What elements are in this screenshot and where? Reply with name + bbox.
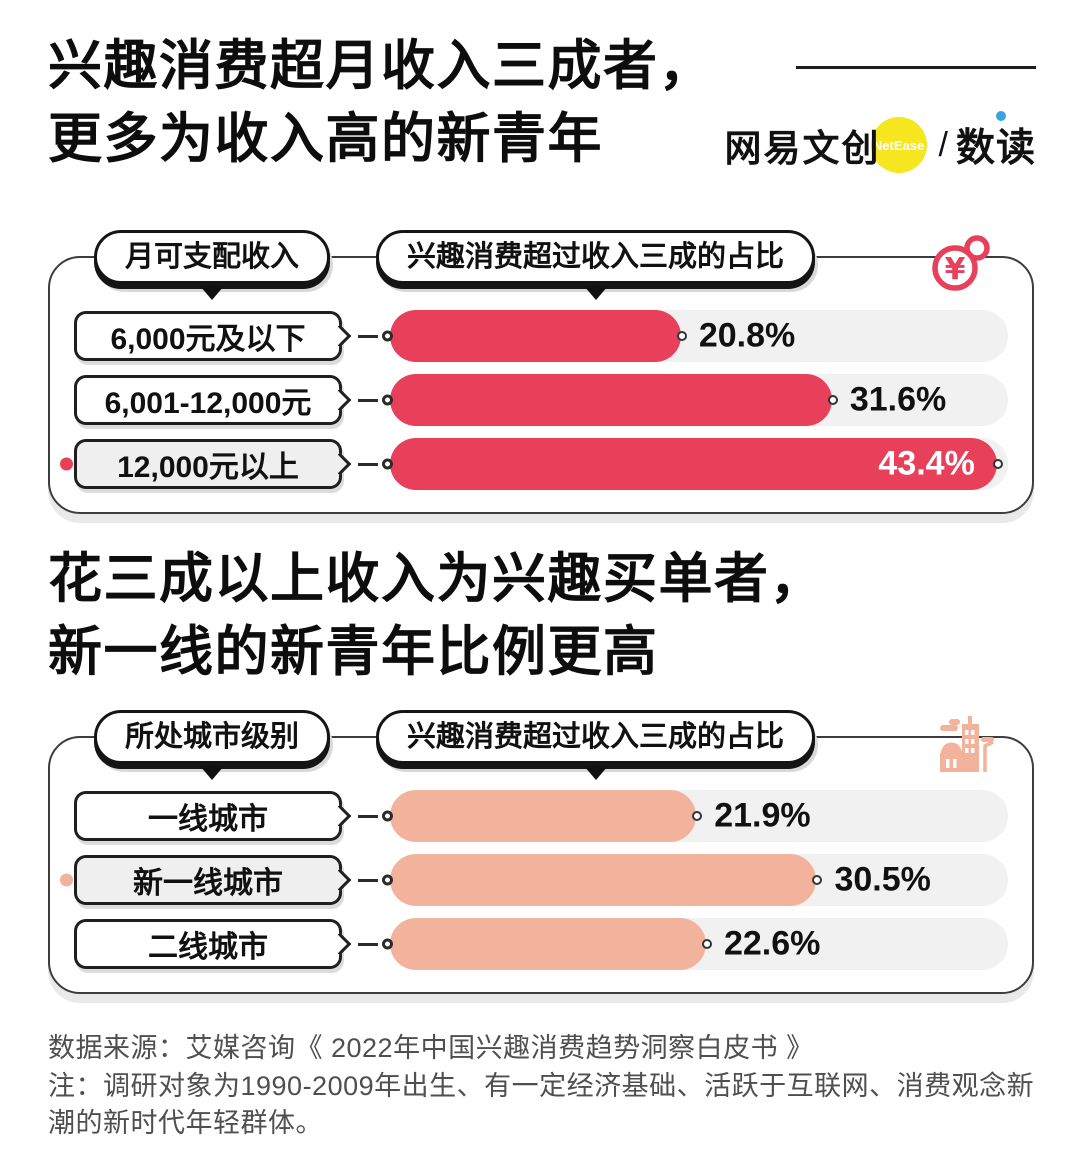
brand-product: 数读	[955, 111, 1036, 173]
chart-card-city-tier: 所处城市级别 兴趣消费超过收入三成的占比	[48, 710, 1034, 994]
chart1-row-2: 6,001-12,000元 31.6%	[74, 374, 1008, 426]
brand-wordmark: 网易文创	[724, 128, 881, 169]
chart1-row2-value-label: 31.6%	[849, 380, 947, 419]
chart2-row1-category: 一线城市	[74, 791, 342, 841]
chart2-row3-bar-fill: 22.6%	[390, 918, 820, 970]
section2-title-line2: 新一线的新青年比例更高	[48, 622, 659, 682]
chart2-row3-category: 二线城市	[74, 919, 342, 969]
city-buildings-icon	[938, 714, 996, 783]
chart2-row3-value-label: 22.6%	[723, 924, 821, 963]
chart1-group-header-pill: 月可支配收入	[94, 230, 331, 284]
chart-card-income: 月可支配收入 兴趣消费超过收入三成的占比 ¥ 6,000元及以下 20.8%	[48, 230, 1034, 514]
chart2-row2-value-label: 30.5%	[834, 860, 931, 899]
chart1-row3-value-label: 43.4%	[878, 444, 975, 483]
chart2-value-header-pill: 兴趣消费超过收入三成的占比	[376, 710, 816, 764]
section1-title-line2: 更多为收入高的新青年	[48, 109, 603, 169]
chart1-row1-value-label: 20.8%	[698, 316, 796, 355]
bar-end-dot-icon	[692, 811, 703, 821]
chart1-row2-label-wrap: 6,001-12,000元	[74, 375, 342, 425]
chart2-row1-value-label: 21.9%	[714, 796, 811, 835]
connector-line	[358, 462, 378, 466]
chart2-row-1: 一线城市 21.9%	[74, 790, 1008, 842]
chart1-row2-category: 6,001-12,000元	[74, 375, 342, 425]
chart1-row3-bar-track: 43.4%	[382, 438, 1008, 490]
chart2-row-2: 新一线城市 30.5%	[60, 854, 1008, 906]
bar-end-dot-icon	[701, 939, 712, 949]
chart2-row2-bar-track: 30.5%	[382, 854, 1008, 906]
connector-line	[358, 398, 378, 402]
bar-end-dot-icon	[812, 875, 823, 885]
connector-line	[358, 334, 378, 338]
bar-start-dot-icon	[382, 458, 393, 470]
chart1-row1-category: 6,000元及以下	[74, 311, 342, 361]
chart2-row-3: 二线城市 22.6%	[74, 918, 1008, 970]
highlight-dot-icon	[60, 873, 73, 887]
svg-text:¥: ¥	[945, 252, 966, 287]
data-source-text: 数据来源：艾媒咨询《 2022年中国兴趣消费趋势洞察白皮书 》	[48, 1033, 814, 1063]
chart1-row2-bar-fill: 31.6%	[390, 374, 946, 426]
bar-start-dot-icon	[382, 810, 393, 822]
chart1-row-1: 6,000元及以下 20.8%	[74, 310, 1008, 362]
chart2-row1-label-wrap: 一线城市	[74, 791, 342, 841]
section1-title: 兴趣消费超月收入三成者， 更多为收入高的新青年	[48, 30, 714, 176]
footnote-text: 注：调研对象为1990-2009年出生、有一定经济基础、活跃于互联网、消费观念新…	[48, 1071, 1035, 1138]
brand-product-text: 数读	[955, 127, 1036, 170]
connector-line	[358, 942, 378, 946]
chart2-row2-bar-fill: 30.5%	[390, 854, 931, 906]
connector-line	[358, 878, 378, 882]
chart1-header-row: 月可支配收入 兴趣消费超过收入三成的占比	[94, 230, 816, 284]
brand-logo: 网易文创 NetEase / 数读	[724, 111, 1036, 174]
netease-badge: NetEase	[870, 117, 927, 173]
chart2-row2-category: 新一线城市	[74, 855, 342, 905]
chart1-row1-bar-track: 20.8%	[382, 310, 1008, 362]
section2-title-line1: 花三成以上收入为兴趣买单者，	[48, 549, 825, 609]
bar-start-dot-icon	[382, 330, 393, 342]
section2-title: 花三成以上收入为兴趣买单者， 新一线的新青年比例更高	[48, 543, 825, 689]
highlight-dot-icon	[60, 457, 73, 471]
chart1-row2-bar-track: 31.6%	[382, 374, 1008, 426]
bar-start-dot-icon	[382, 874, 393, 886]
bar-start-dot-icon	[382, 938, 393, 950]
chart1-value-header-pill: 兴趣消费超过收入三成的占比	[376, 230, 816, 284]
chart1-row1-label-wrap: 6,000元及以下	[74, 311, 342, 361]
chart1-row3-bar-fill: 43.4%	[390, 438, 1003, 490]
bar-end-dot-icon	[827, 395, 838, 405]
chart2-row2-label-wrap: 新一线城市	[60, 855, 342, 905]
chart1-row3-category: 12,000元以上	[74, 439, 342, 489]
connector-line	[358, 814, 378, 818]
chart1-row1-bar-fill: 20.8%	[390, 310, 795, 362]
bar-start-dot-icon	[382, 394, 393, 406]
blue-dot-icon	[996, 111, 1006, 121]
brand-separator: /	[938, 125, 948, 164]
chart1-row-3: 12,000元以上 43.4%	[60, 438, 1008, 490]
chart2-header-row: 所处城市级别 兴趣消费超过收入三成的占比	[94, 710, 816, 764]
chart2-row1-bar-track: 21.9%	[382, 790, 1008, 842]
section1-title-line1: 兴趣消费超月收入三成者，	[48, 36, 714, 96]
bar-end-dot-icon	[676, 331, 687, 341]
bar-end-dot-icon	[992, 459, 1003, 469]
yen-coins-icon: ¥	[930, 234, 996, 299]
chart2-row1-bar-fill: 21.9%	[390, 790, 811, 842]
chart2-group-header-pill: 所处城市级别	[94, 710, 331, 764]
chart2-row3-bar-track: 22.6%	[382, 918, 1008, 970]
chart2-row3-label-wrap: 二线城市	[74, 919, 342, 969]
brand-divider-line	[796, 66, 1036, 69]
chart1-row3-label-wrap: 12,000元以上	[60, 439, 342, 489]
